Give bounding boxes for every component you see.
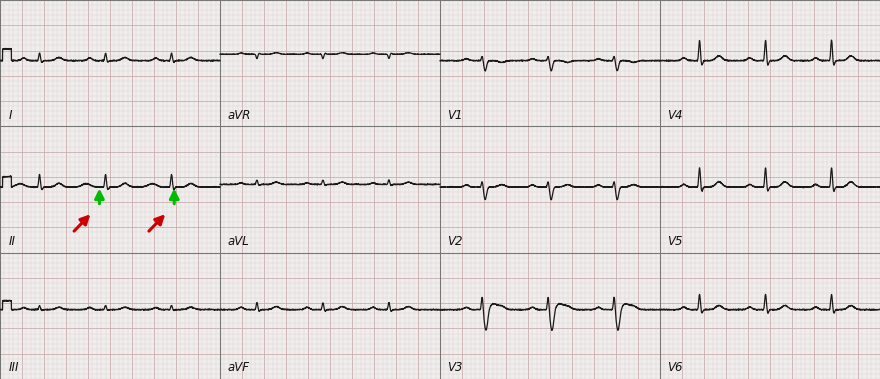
Text: V5: V5 <box>667 235 683 248</box>
Text: aVF: aVF <box>227 362 249 374</box>
Text: aVR: aVR <box>227 109 251 122</box>
Text: V3: V3 <box>447 362 463 374</box>
Text: III: III <box>9 362 19 374</box>
Text: V2: V2 <box>447 235 463 248</box>
Text: V1: V1 <box>447 109 463 122</box>
Text: II: II <box>9 235 16 248</box>
Text: I: I <box>9 109 12 122</box>
Text: V4: V4 <box>667 109 683 122</box>
Text: aVL: aVL <box>227 235 249 248</box>
Text: V6: V6 <box>667 362 683 374</box>
